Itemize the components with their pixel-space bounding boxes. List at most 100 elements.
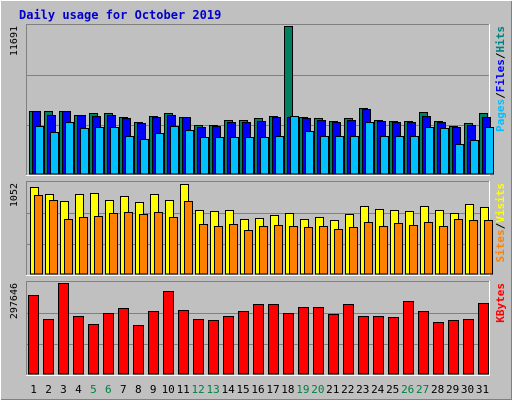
bar-sites bbox=[214, 226, 223, 275]
bar-kbytes bbox=[163, 291, 174, 375]
bar-kbytes bbox=[28, 295, 39, 375]
bar-sites bbox=[259, 226, 268, 275]
bar-kbytes bbox=[373, 316, 384, 375]
legend-item: KBytes bbox=[494, 283, 507, 323]
bar-pages bbox=[200, 137, 209, 175]
bar-sites bbox=[124, 212, 133, 275]
x-tick-label: 25 bbox=[386, 383, 399, 396]
bar-kbytes bbox=[118, 308, 129, 375]
bar-pages bbox=[425, 127, 434, 175]
bar-sites bbox=[424, 222, 433, 275]
bar-kbytes bbox=[133, 325, 144, 375]
bar-kbytes bbox=[283, 313, 294, 375]
bar-kbytes bbox=[238, 311, 249, 375]
legend-item: Sites bbox=[494, 229, 507, 262]
legend-item: Visits bbox=[494, 183, 507, 223]
bar-sites bbox=[289, 226, 298, 275]
x-tick-label: 28 bbox=[431, 383, 444, 396]
bar-kbytes bbox=[208, 320, 219, 375]
bar-sites bbox=[304, 227, 313, 275]
bar-pages bbox=[320, 136, 329, 175]
bar-sites bbox=[154, 212, 163, 275]
x-tick-label: 19 bbox=[296, 383, 309, 396]
bar-kbytes bbox=[418, 311, 429, 375]
bar-pages bbox=[455, 144, 464, 175]
x-tick-label: 23 bbox=[356, 383, 369, 396]
bar-pages bbox=[275, 136, 284, 175]
bar-pages bbox=[170, 126, 179, 175]
legend-item: Pages bbox=[494, 99, 507, 132]
bar-kbytes bbox=[433, 322, 444, 375]
bar-pages bbox=[65, 122, 74, 175]
series-kbytes bbox=[28, 283, 489, 375]
bar-kbytes bbox=[73, 316, 84, 375]
x-tick-label: 14 bbox=[221, 383, 235, 396]
bar-kbytes bbox=[313, 307, 324, 375]
x-tick-label: 9 bbox=[150, 383, 157, 396]
legend-item: / bbox=[494, 92, 507, 99]
bar-sites bbox=[139, 214, 148, 275]
x-tick-label: 31 bbox=[476, 383, 489, 396]
x-tick-label: 17 bbox=[266, 383, 279, 396]
y-max-label: 11691 bbox=[9, 26, 20, 56]
bar-kbytes bbox=[253, 304, 264, 375]
bar-sites bbox=[79, 217, 88, 275]
x-tick-label: 4 bbox=[75, 383, 82, 396]
bar-sites bbox=[379, 226, 388, 275]
x-axis: 1 2 3 4 5 6 7 8 9 10 11 12 13 14 15 16 17 18 19 20 21 22 23 24 2… bbox=[30, 383, 489, 396]
x-tick-label: 8 bbox=[135, 383, 142, 396]
bar-kbytes bbox=[403, 301, 414, 375]
bar-pages bbox=[245, 137, 254, 175]
side-legend: Pages/Files/Hits bbox=[494, 26, 507, 132]
bar-sites bbox=[184, 201, 193, 275]
bar-pages bbox=[80, 128, 89, 175]
legend-item: Hits bbox=[494, 26, 507, 53]
x-tick-label: 27 bbox=[416, 383, 429, 396]
kbytes-panel: 297646 KBytes bbox=[9, 281, 507, 376]
x-tick-label: 16 bbox=[251, 383, 264, 396]
bar-sites bbox=[274, 225, 283, 275]
x-tick-label: 29 bbox=[446, 383, 459, 396]
bar-pages bbox=[35, 126, 44, 175]
bar-pages bbox=[305, 131, 314, 175]
bar-kbytes bbox=[268, 304, 279, 375]
bar-pages bbox=[365, 122, 374, 175]
series-sites bbox=[34, 195, 493, 275]
bar-sites bbox=[49, 200, 58, 275]
x-tick-label: 10 bbox=[162, 383, 175, 396]
x-tick-label: 2 bbox=[45, 383, 52, 396]
bar-pages bbox=[395, 136, 404, 175]
bar-kbytes bbox=[463, 319, 474, 375]
bar-sites bbox=[469, 220, 478, 275]
y-max-label: 297646 bbox=[9, 283, 20, 319]
bar-pages bbox=[485, 127, 494, 175]
x-tick-label: 20 bbox=[311, 383, 324, 396]
bar-sites bbox=[64, 219, 73, 275]
bar-pages bbox=[440, 128, 449, 175]
bar-kbytes bbox=[88, 324, 99, 375]
x-tick-label: 11 bbox=[177, 383, 190, 396]
bar-pages bbox=[260, 137, 269, 175]
x-tick-label: 5 bbox=[90, 383, 97, 396]
bar-sites bbox=[109, 213, 118, 275]
side-legend: KBytes bbox=[494, 283, 507, 323]
series-pages bbox=[35, 116, 494, 175]
x-tick-label: 3 bbox=[60, 383, 67, 396]
bar-kbytes bbox=[193, 319, 204, 375]
bar-pages bbox=[125, 136, 134, 175]
bar-kbytes bbox=[148, 311, 159, 375]
bar-sites bbox=[169, 217, 178, 275]
bar-sites bbox=[319, 226, 328, 275]
x-tick-label: 18 bbox=[281, 383, 294, 396]
bar-sites bbox=[394, 223, 403, 275]
bar-pages bbox=[155, 133, 164, 175]
bar-sites bbox=[409, 225, 418, 275]
bar-sites bbox=[349, 227, 358, 275]
legend-item: Files bbox=[494, 59, 507, 92]
bar-pages bbox=[335, 136, 344, 175]
x-tick-label: 22 bbox=[341, 383, 354, 396]
bar-sites bbox=[454, 219, 463, 275]
